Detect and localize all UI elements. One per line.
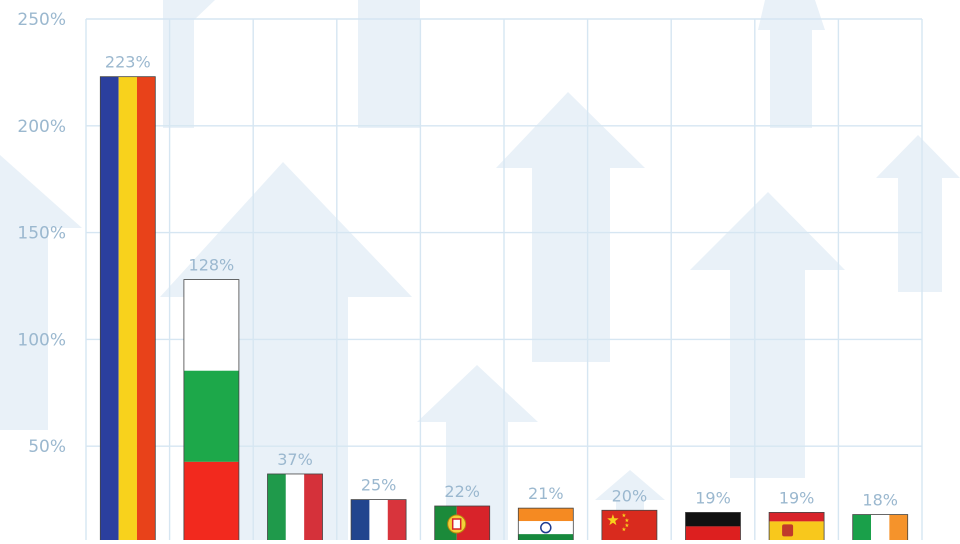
bar-spain	[768, 512, 825, 544]
bar-outline	[517, 507, 574, 544]
arrow-up-icon	[758, 0, 825, 128]
bar-italy	[267, 473, 323, 544]
bar-portugal	[434, 505, 491, 544]
arrow-up-icon	[876, 135, 960, 292]
arrow-up-icon	[690, 192, 845, 478]
y-axis: 50% 100% 150% 200% 250%	[17, 10, 66, 457]
bars	[99, 76, 909, 544]
bar-romania	[99, 76, 156, 544]
bar-india	[517, 507, 574, 544]
arrow-up-icon	[496, 92, 645, 362]
bar-outline	[852, 514, 909, 544]
arrow-up-icon	[595, 470, 665, 540]
y-tick-label: 200%	[17, 117, 66, 137]
data-label: 18%	[862, 491, 898, 510]
bar-outline	[350, 499, 407, 544]
italy-flag-icon	[267, 473, 323, 544]
data-label: 25%	[361, 476, 397, 495]
data-label: 37%	[277, 450, 313, 469]
bar-outline	[685, 512, 741, 544]
data-label: 20%	[612, 486, 648, 505]
arrow-up-icon	[417, 365, 538, 540]
data-label: 128%	[189, 256, 235, 275]
romania-flag-icon	[100, 76, 156, 544]
bar-china	[601, 509, 658, 544]
bar-germany	[685, 512, 741, 544]
bar-france	[350, 499, 407, 544]
bar-outline	[183, 279, 240, 544]
ireland-flag-icon	[852, 514, 908, 544]
bar-outline	[768, 512, 825, 544]
bar-bulgaria	[183, 279, 240, 544]
germany-flag-icon	[685, 512, 741, 544]
spain-flag-icon	[769, 512, 825, 544]
bulgaria-flag-icon	[183, 279, 239, 544]
bar-outline	[601, 509, 658, 544]
data-label: 21%	[528, 484, 564, 503]
arrow-up-icon	[163, 0, 215, 128]
arrow-up-icon	[358, 0, 420, 128]
data-label: 19%	[779, 488, 815, 507]
y-tick-label: 50%	[28, 437, 66, 457]
france-flag-icon	[351, 499, 407, 544]
value-labels: 223% 128% 37% 25% 22% 21% 20% 19% 19% 18%	[105, 53, 898, 510]
y-tick-label: 100%	[17, 330, 66, 350]
bar-outline	[434, 505, 491, 544]
bar-ireland	[852, 514, 909, 544]
data-label: 223%	[105, 53, 151, 72]
data-label: 19%	[695, 488, 731, 507]
data-label: 22%	[444, 482, 480, 501]
arrow-up-icon	[0, 155, 82, 430]
bar-outline	[267, 473, 323, 544]
india-flag-icon	[518, 508, 574, 544]
portugal-flag-icon	[434, 506, 490, 544]
bar-outline	[99, 76, 156, 544]
grid-lines	[85, 18, 923, 540]
china-flag-icon	[601, 510, 657, 544]
y-tick-label: 150%	[17, 224, 66, 244]
y-tick-label: 250%	[17, 10, 66, 30]
